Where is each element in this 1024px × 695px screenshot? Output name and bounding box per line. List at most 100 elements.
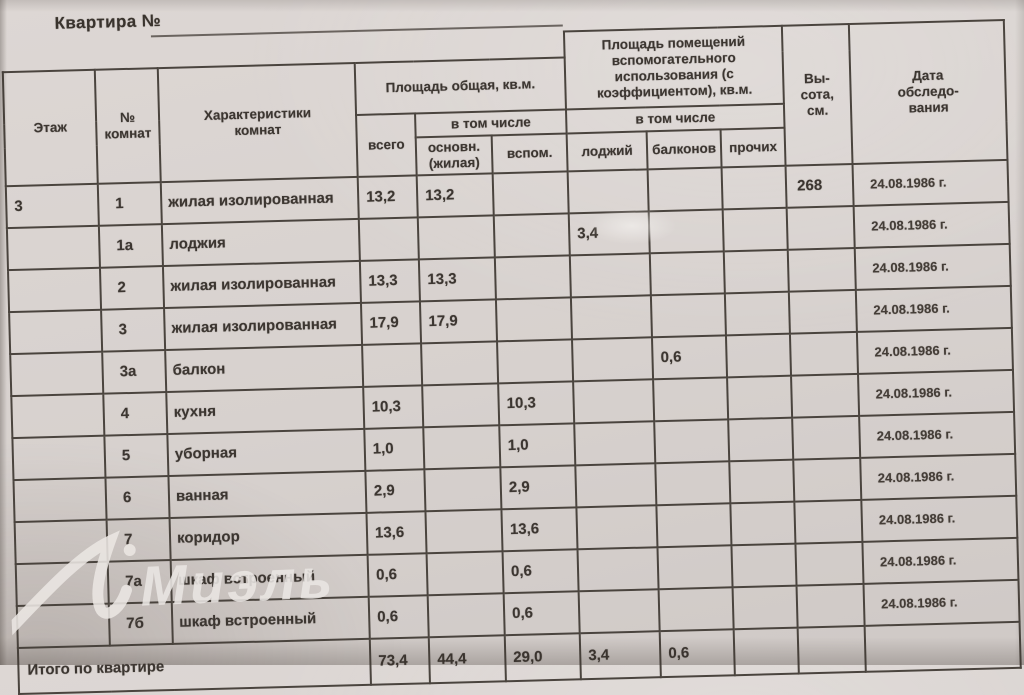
header-balconies: балконов: [646, 129, 722, 170]
header-survey-date: Дата обследо- вания: [848, 19, 1008, 164]
cell-other: [728, 417, 794, 462]
cell-date: 24.08.1986 г.: [853, 201, 1010, 248]
cell-aux: [495, 297, 573, 342]
cell-no: 3а: [102, 349, 167, 394]
totals-cell-balcony: 0,6: [659, 629, 735, 678]
cell-loggia: [574, 421, 656, 466]
cell-height: [787, 247, 856, 292]
totals-cell-date: [864, 621, 1021, 672]
header-main-living: основн. (жилая): [415, 135, 493, 176]
cell-aux: [492, 171, 569, 216]
cell-other: [721, 165, 787, 210]
cell-type: шкаф встроенный: [170, 554, 369, 602]
cell-date: 24.08.1986 г.: [854, 243, 1011, 290]
cell-type: лоджия: [161, 218, 360, 266]
totals-cell-other: [733, 627, 799, 676]
cell-type: уборная: [167, 428, 366, 476]
cell-height: [790, 331, 859, 376]
table-header: Площадь помещений вспомогательного испол…: [2, 19, 1008, 187]
cell-total: 13,2: [357, 175, 418, 219]
cell-other: [729, 459, 795, 504]
cell-date: 24.08.1986 г.: [863, 579, 1020, 626]
cell-main: [426, 551, 504, 596]
paper-blemish: [588, 208, 676, 244]
header-room-no: № комнат: [94, 68, 161, 184]
totals-cell-main: 44,4: [428, 635, 506, 684]
cell-main: 17,9: [419, 299, 498, 344]
cell-type: балкон: [165, 344, 364, 392]
cell-loggia: [576, 505, 658, 550]
cell-total: 10,3: [363, 385, 424, 429]
cell-no: 3: [101, 307, 166, 352]
cell-height: 268: [785, 163, 854, 208]
cell-no: 5: [104, 433, 169, 478]
cell-no: 6: [105, 475, 170, 520]
cell-type: шкаф встроенный: [171, 596, 370, 644]
cell-balcony: 0,6: [652, 335, 728, 380]
cell-height: [786, 205, 855, 250]
cell-main: [423, 425, 501, 470]
page-title: Квартира №: [54, 11, 162, 33]
cell-no: 4: [103, 391, 168, 436]
cell-other: [726, 333, 792, 378]
header-total-area-group: Площадь общая, кв.м.: [354, 57, 567, 115]
cell-other: [722, 207, 788, 252]
cell-date: 24.08.1986 г.: [860, 453, 1017, 500]
cell-other: [727, 375, 793, 420]
totals-cell-aux: 29,0: [504, 633, 581, 682]
cell-aux: 1,0: [499, 423, 576, 468]
cell-total: [358, 217, 419, 261]
cell-total: 13,6: [366, 511, 427, 555]
cell-loggia: [577, 547, 659, 592]
cell-loggia: [569, 253, 651, 298]
cell-date: 24.08.1986 г.: [859, 411, 1016, 458]
cell-no: 1: [97, 181, 162, 226]
cell-floor: [10, 351, 104, 396]
totals-cell-loggia: 3,4: [579, 631, 661, 680]
cell-total: 2,9: [365, 469, 426, 513]
header-aux: вспом.: [491, 133, 568, 174]
cell-date: 24.08.1986 г.: [855, 285, 1012, 332]
header-other: прочих: [720, 127, 786, 168]
cell-main: [427, 593, 505, 638]
cell-date: 24.08.1986 г.: [861, 495, 1018, 542]
totals-label: Итого по квартире: [17, 638, 371, 694]
header-loggias: лоджий: [566, 131, 648, 172]
cell-aux: [494, 255, 571, 300]
cell-height: [788, 289, 857, 334]
cell-other: [732, 585, 798, 630]
cell-type: коридор: [169, 512, 368, 560]
cell-main: [425, 509, 503, 554]
cell-no: 7: [106, 517, 171, 562]
cell-loggia: [575, 463, 657, 508]
cell-height: [796, 583, 865, 628]
cell-other: [723, 249, 789, 294]
cell-no: 2: [99, 265, 165, 310]
totals-cell-height: [797, 625, 866, 674]
cell-loggia: [573, 379, 655, 424]
header-height: Вы- сота, см.: [781, 24, 853, 166]
cell-balcony: [657, 545, 733, 590]
cell-floor: [11, 393, 105, 438]
cell-balcony: [647, 167, 723, 212]
cell-other: [724, 291, 791, 336]
cell-no: 7а: [107, 559, 172, 604]
cell-loggia: [578, 589, 660, 634]
header-floor: Этаж: [2, 69, 98, 187]
cell-aux: 0,6: [503, 591, 580, 636]
cell-floor: [14, 519, 108, 564]
cell-balcony: [655, 461, 731, 506]
cell-balcony: [653, 377, 729, 422]
cell-aux: 2,9: [500, 465, 577, 510]
header-characteristics: Характеристики комнат: [157, 62, 358, 182]
cell-main: [424, 467, 502, 512]
cell-total: 1,0: [364, 427, 425, 471]
cell-floor: [16, 603, 110, 648]
header-aux-area-group: Площадь помещений вспомогательного испол…: [564, 25, 784, 110]
cell-total: 17,9: [360, 301, 422, 345]
cell-main: [422, 383, 500, 428]
cell-total: 13,3: [359, 259, 420, 303]
cell-main: [421, 341, 499, 386]
